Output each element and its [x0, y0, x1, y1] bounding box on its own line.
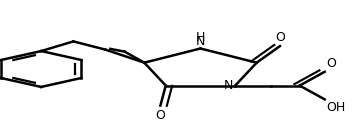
Text: N: N: [196, 35, 205, 48]
Text: OH: OH: [326, 101, 346, 114]
Text: H: H: [196, 31, 205, 44]
Text: O: O: [275, 31, 285, 44]
Text: N: N: [224, 79, 233, 92]
Text: O: O: [155, 109, 165, 122]
Text: O: O: [326, 57, 337, 70]
